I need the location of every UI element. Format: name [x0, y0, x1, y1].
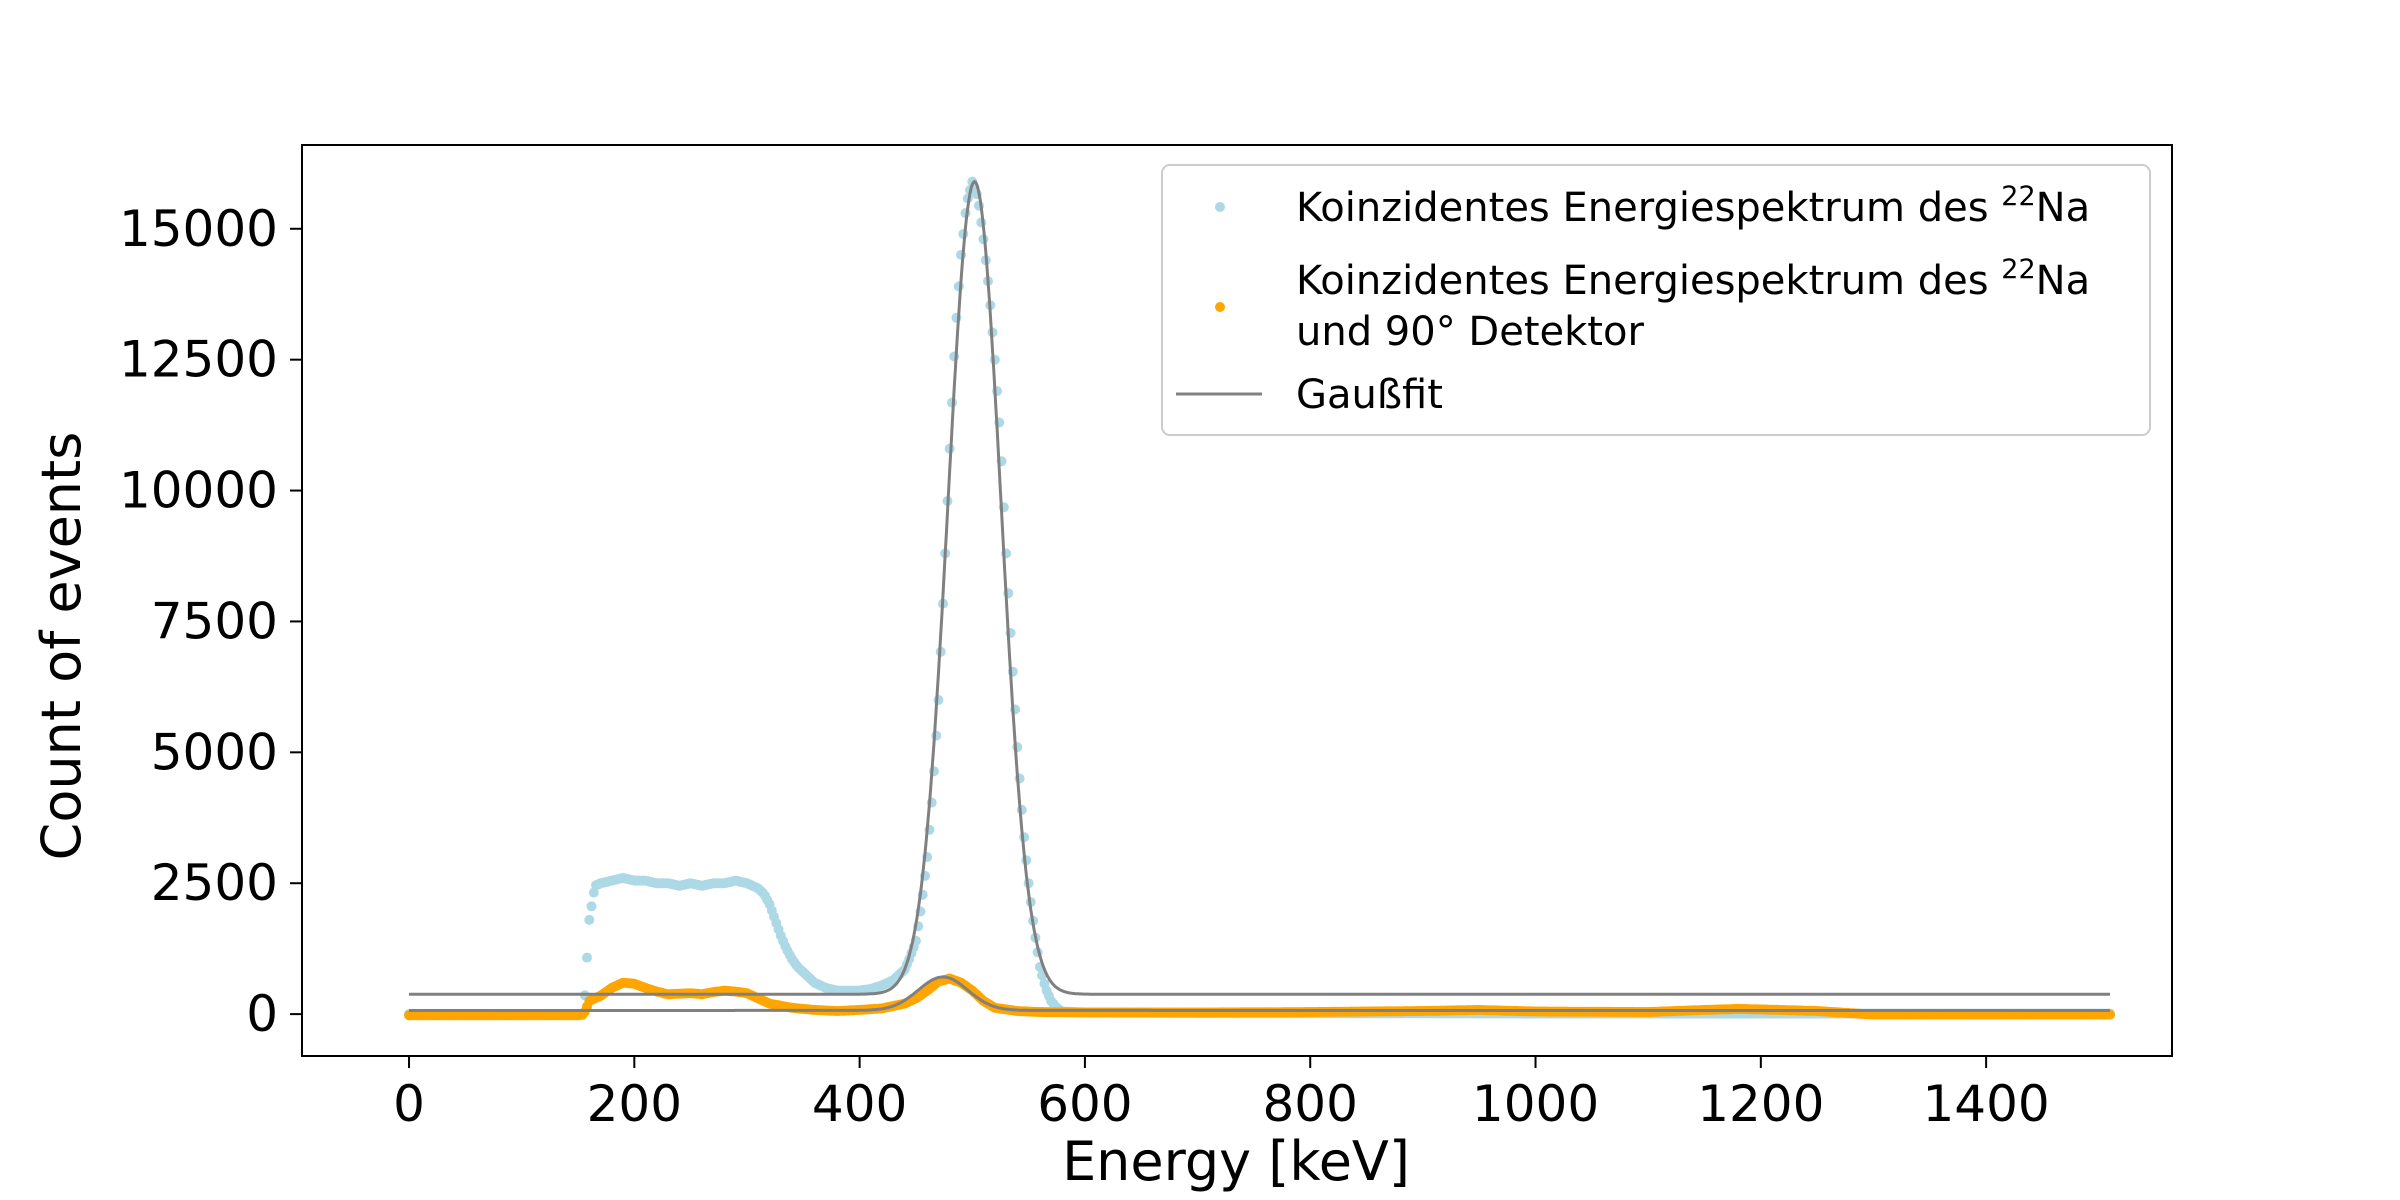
- data-point: [933, 695, 944, 705]
- x-tick-label: 800: [1263, 1075, 1358, 1133]
- legend-label-series-2-line-2: und 90° Detektor: [1296, 309, 1644, 355]
- y-tick-label: 0: [246, 985, 278, 1043]
- y-tick-label: 7500: [151, 592, 278, 650]
- x-tick-label: 400: [812, 1075, 907, 1133]
- x-axis: 0 200 400 600 800 1000 1200 1400: [393, 1056, 2050, 1133]
- data-point: [2105, 1009, 2115, 1020]
- x-tick-label: 200: [587, 1075, 682, 1133]
- y-tick-label: 12500: [119, 331, 278, 389]
- x-tick-label: 1200: [1697, 1075, 1824, 1133]
- legend-frame: [1161, 164, 2151, 436]
- x-tick-label: 1000: [1472, 1075, 1599, 1133]
- x-tick-label: 600: [1037, 1075, 1132, 1133]
- legend-label-gaussfit: Gaußfit: [1296, 372, 1443, 418]
- x-tick-label: 0: [393, 1075, 425, 1133]
- plot-frame: [301, 144, 2173, 1057]
- series-2-points: [404, 973, 2115, 1021]
- data-point: [584, 914, 595, 925]
- legend-label-series-2: Koinzidentes Energiespektrum des 22Na: [1296, 254, 2090, 304]
- legend-marker-series-2: [1215, 302, 1225, 312]
- legend-label-series-1: Koinzidentes Energiespektrum des 22Na: [1296, 181, 2090, 231]
- plot-content: [404, 176, 2115, 1021]
- y-tick-label: 10000: [119, 462, 278, 520]
- y-tick-label: 15000: [119, 200, 278, 258]
- y-tick-label: 5000: [151, 723, 278, 781]
- legend-marker-series-1: [1215, 202, 1225, 212]
- data-point: [586, 901, 597, 912]
- x-axis-title: Energy [keV]: [1062, 1130, 1410, 1193]
- y-axis: 0 2500 5000 7500 10000 12500 15000: [119, 200, 302, 1043]
- data-point: [582, 952, 592, 963]
- legend: Koinzidentes Energiespektrum des 22Na Ko…: [1161, 164, 2151, 436]
- gaussfit-curve-2: [409, 975, 2110, 1012]
- x-tick-label: 1400: [1923, 1075, 2050, 1133]
- y-axis-title: Count of events: [30, 432, 93, 861]
- gaussfit-curve-1: [409, 179, 2110, 996]
- y-tick-label: 2500: [151, 854, 278, 912]
